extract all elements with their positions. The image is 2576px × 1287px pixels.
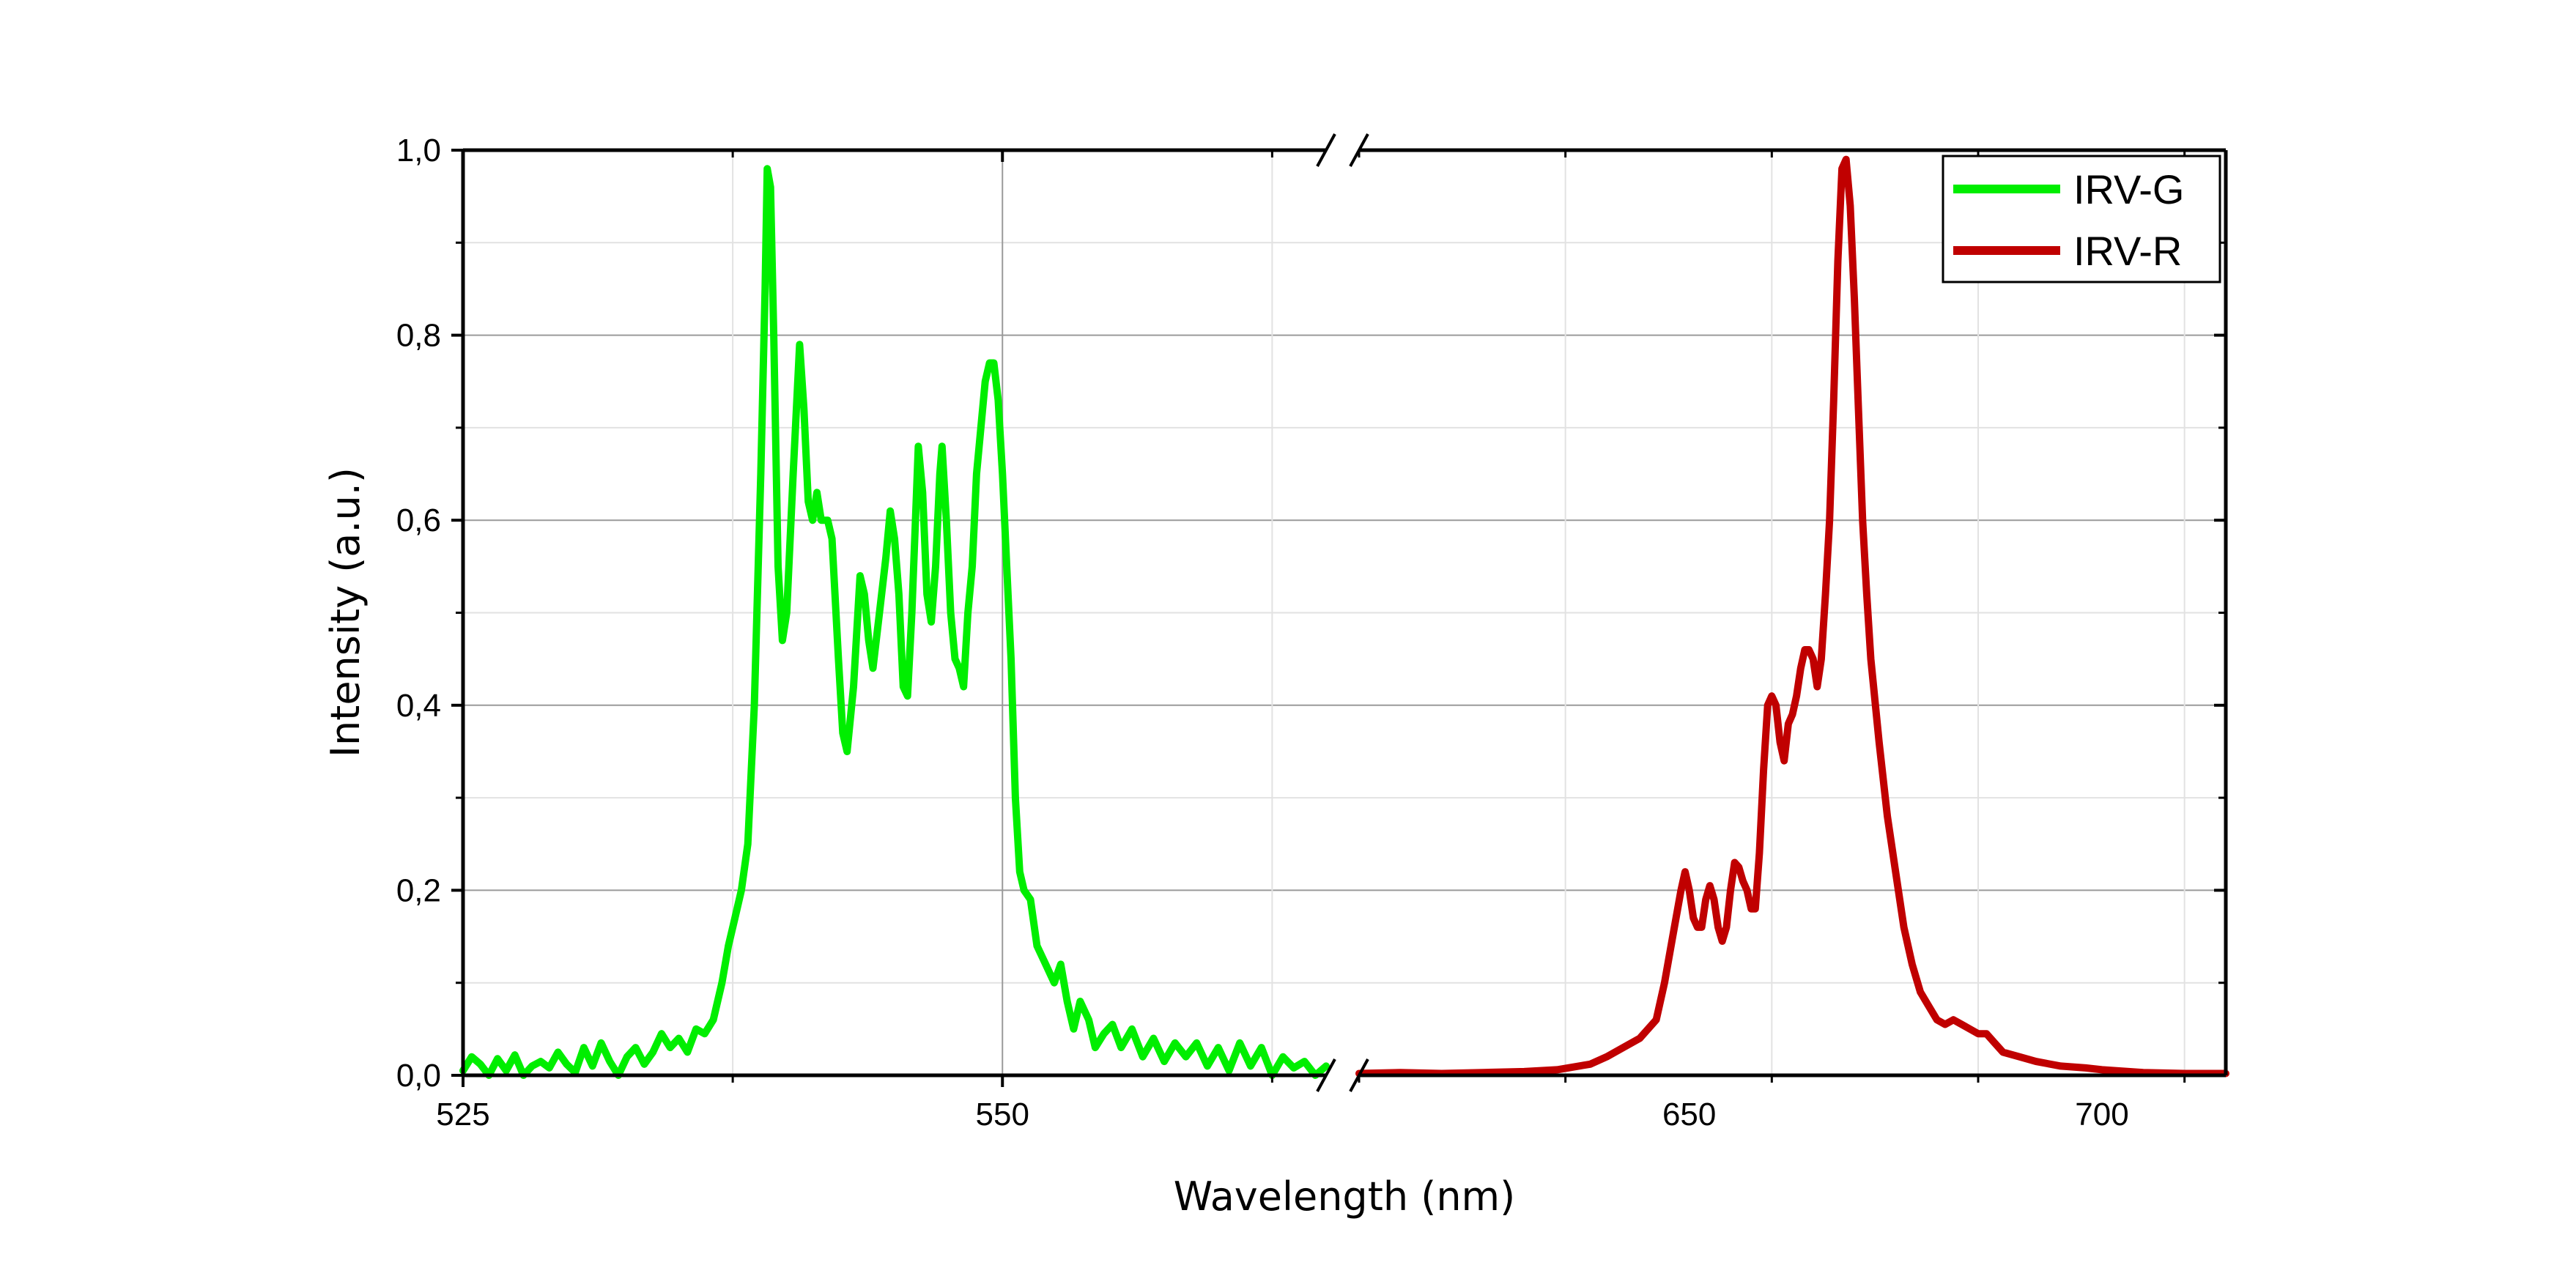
x-tick-label: 525 xyxy=(436,1097,489,1132)
axis-break-mark xyxy=(1316,133,1336,167)
y-axis-title: Intensity (a.u.) xyxy=(322,467,369,757)
axes-layer xyxy=(451,133,2228,1092)
legend-label-irv-r: IRV-R xyxy=(2073,228,2182,274)
y-tick-label: 0,4 xyxy=(396,688,441,724)
series-layer xyxy=(459,155,2229,1079)
series-line-irv-g xyxy=(459,165,1330,1079)
legend-label-irv-g: IRV-G xyxy=(2073,166,2184,212)
x-tick-label: 650 xyxy=(1662,1097,1716,1132)
legend: IRV-G IRV-R xyxy=(1942,155,2221,283)
x-axis-title: Wavelength (nm) xyxy=(1174,1173,1515,1220)
y-tick-label: 0,8 xyxy=(396,318,441,354)
y-tick-label: 0,6 xyxy=(396,502,441,538)
x-tick-label: 550 xyxy=(976,1097,1029,1132)
y-tick-label: 0,2 xyxy=(396,872,441,908)
series-line-irv-r xyxy=(1355,155,2229,1078)
labels-layer: 0,0 0,2 0,4 0,6 0,8 1,0 525 550 650 700 Wavelength… xyxy=(322,133,2129,1220)
legend-box xyxy=(1942,155,2221,283)
y-tick-label: 0,0 xyxy=(396,1058,441,1094)
axis-break-mark xyxy=(1316,1058,1336,1092)
y-tick-label: 1,0 xyxy=(396,133,441,168)
x-tick-label: 700 xyxy=(2075,1097,2128,1132)
